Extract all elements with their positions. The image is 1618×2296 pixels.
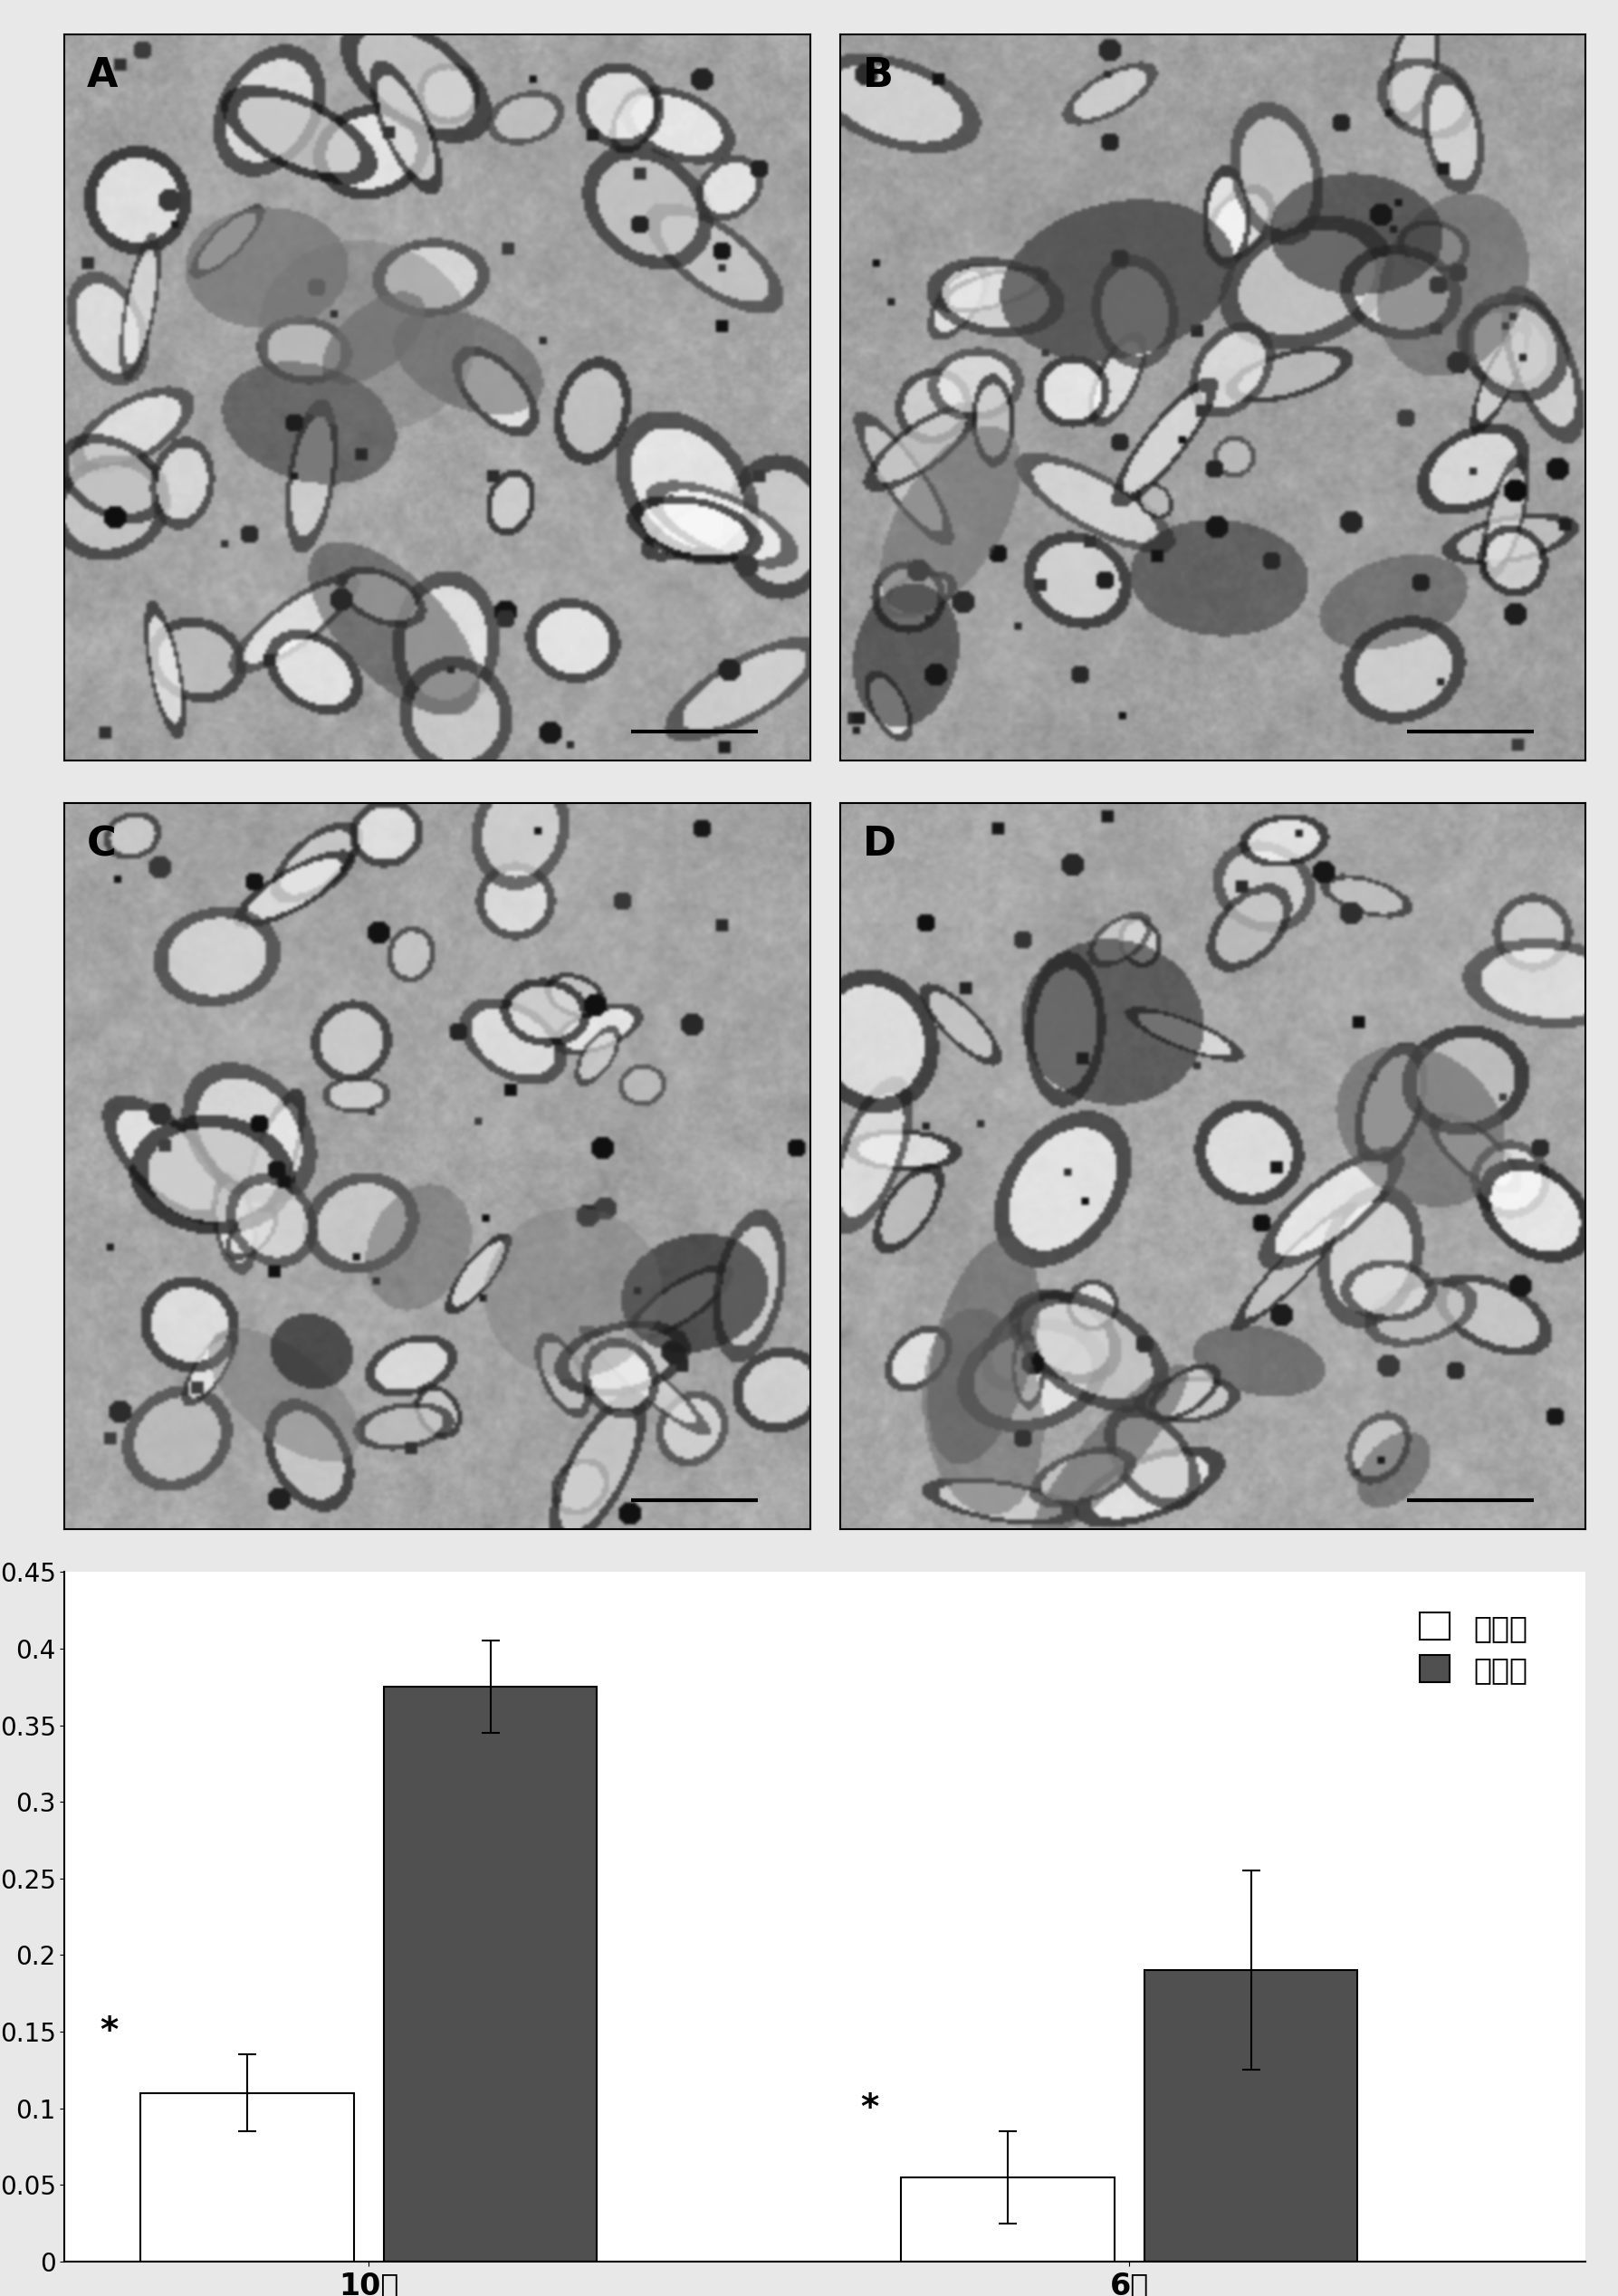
Text: A: A (87, 55, 118, 94)
Bar (383, 1688, 597, 2262)
Text: *: * (100, 2014, 118, 2048)
Text: *: * (861, 2092, 879, 2126)
Text: B: B (862, 55, 893, 94)
Text: C: C (87, 824, 116, 863)
Bar (141, 2094, 354, 2262)
Legend: 移植组, 对照组: 移植组, 对照组 (1408, 1600, 1540, 1697)
Bar (1144, 1970, 1358, 2262)
Text: D: D (862, 824, 896, 863)
Bar (901, 2177, 1115, 2262)
